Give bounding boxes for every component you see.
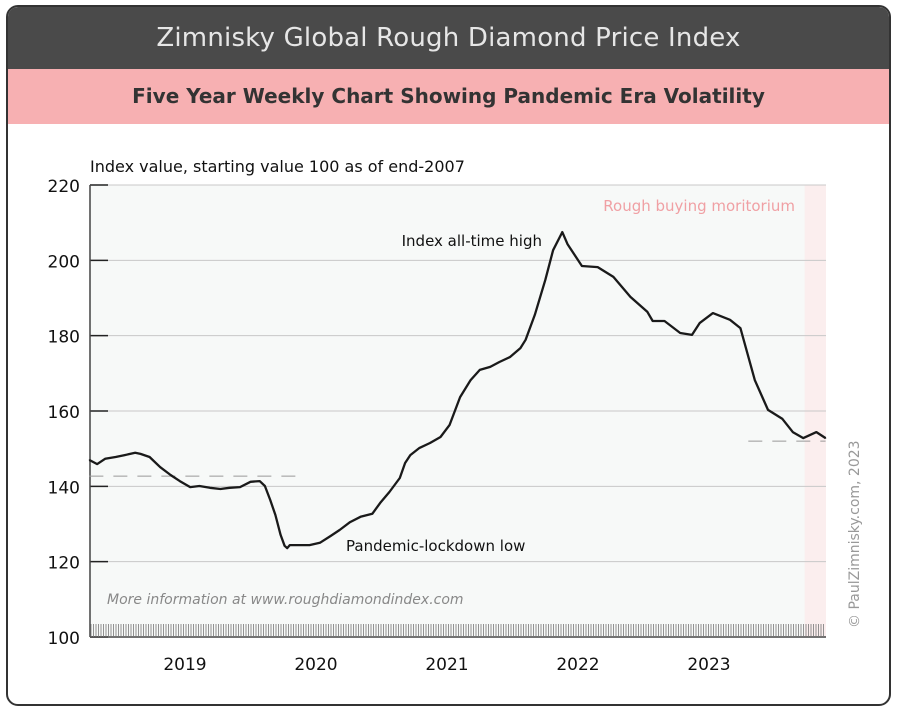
data-point	[189, 486, 191, 488]
data-point	[139, 453, 142, 455]
data-point	[612, 276, 614, 278]
data-point	[96, 463, 98, 465]
data-point	[792, 431, 794, 433]
y-tick-label: 120	[48, 554, 80, 574]
data-point	[429, 442, 431, 444]
data-point	[198, 485, 201, 487]
y-tick-label: 140	[48, 478, 80, 498]
data-point	[308, 544, 311, 546]
y-tick-label: 200	[48, 252, 80, 272]
data-point	[134, 452, 136, 454]
x-tick-label: 2019	[163, 655, 206, 675]
data-point	[544, 279, 546, 281]
y-tick-label: 100	[48, 629, 80, 649]
data-point	[359, 516, 362, 518]
data-point	[409, 454, 411, 456]
data-point	[388, 491, 390, 493]
annotation-low: Pandemic-lockdown low	[346, 537, 525, 555]
data-point	[679, 332, 681, 334]
data-point	[159, 466, 161, 468]
data-point	[581, 265, 583, 267]
data-point	[219, 488, 221, 490]
y-tick-label: 160	[48, 403, 80, 423]
data-point	[519, 347, 521, 349]
data-point	[209, 487, 211, 489]
y-tick-label: 180	[48, 328, 80, 348]
data-point	[104, 458, 106, 460]
data-point	[88, 459, 90, 461]
y-tick-label: 220	[48, 177, 80, 197]
data-point	[249, 481, 252, 483]
data-point	[469, 379, 472, 381]
data-point	[379, 502, 381, 504]
data-point	[299, 544, 301, 546]
data-point	[259, 480, 261, 482]
data-point	[264, 485, 266, 487]
copyright-text: © PaulZimnisky.com, 2023	[847, 440, 863, 628]
data-point	[561, 231, 563, 233]
data-point	[739, 327, 742, 329]
x-tick-label: 2020	[294, 655, 337, 675]
data-point	[274, 514, 276, 516]
data-point	[269, 499, 271, 501]
data-point	[534, 314, 536, 316]
data-point	[767, 409, 769, 411]
data-point	[280, 534, 282, 536]
data-point	[179, 480, 181, 482]
data-point	[802, 437, 804, 439]
data-point	[552, 249, 554, 251]
data-point	[439, 436, 442, 438]
moratorium-label: Rough buying moritorium	[603, 197, 795, 215]
data-point	[149, 456, 151, 458]
x-tick-label: 2023	[687, 655, 730, 675]
data-point	[338, 529, 341, 531]
data-point	[399, 477, 401, 479]
data-point	[289, 544, 291, 546]
data-point	[479, 369, 481, 371]
data-point	[283, 545, 286, 547]
data-point	[329, 535, 332, 537]
data-point	[459, 396, 461, 398]
y-axis-label: Index value, starting value 100 as of en…	[90, 157, 465, 176]
index-line	[88, 230, 827, 550]
data-point	[114, 456, 117, 458]
data-point	[652, 320, 654, 322]
chart-title: Zimnisky Global Rough Diamond Price Inde…	[8, 7, 889, 69]
data-point	[449, 424, 451, 426]
data-point	[319, 542, 321, 544]
data-point	[629, 296, 632, 298]
data-point	[169, 474, 172, 476]
info-text: More information at www.roughdiamondinde…	[107, 592, 464, 608]
data-point	[371, 513, 373, 515]
chart-subtitle: Five Year Weekly Chart Showing Pandemic …	[8, 69, 889, 124]
data-point	[418, 447, 421, 449]
data-point	[286, 547, 288, 549]
data-point	[646, 311, 649, 313]
data-point	[729, 319, 731, 321]
data-point	[824, 437, 827, 439]
annotation-high: Index all-time high	[402, 232, 542, 250]
data-point	[597, 266, 599, 268]
data-point	[498, 361, 500, 363]
data-point	[815, 431, 818, 433]
x-tick-label: 2022	[556, 655, 599, 675]
data-point	[509, 356, 511, 358]
data-point	[754, 379, 756, 381]
data-point	[239, 486, 241, 488]
data-point	[663, 320, 666, 322]
data-point	[124, 454, 126, 456]
data-point	[691, 334, 693, 336]
data-point	[699, 322, 701, 324]
data-point	[525, 339, 527, 341]
data-point	[781, 418, 783, 420]
data-point	[228, 487, 231, 489]
data-point	[712, 312, 714, 314]
data-point	[349, 521, 351, 523]
data-point	[489, 366, 491, 368]
data-point	[566, 243, 569, 245]
x-tick-label: 2021	[425, 655, 468, 675]
data-point	[404, 462, 406, 464]
